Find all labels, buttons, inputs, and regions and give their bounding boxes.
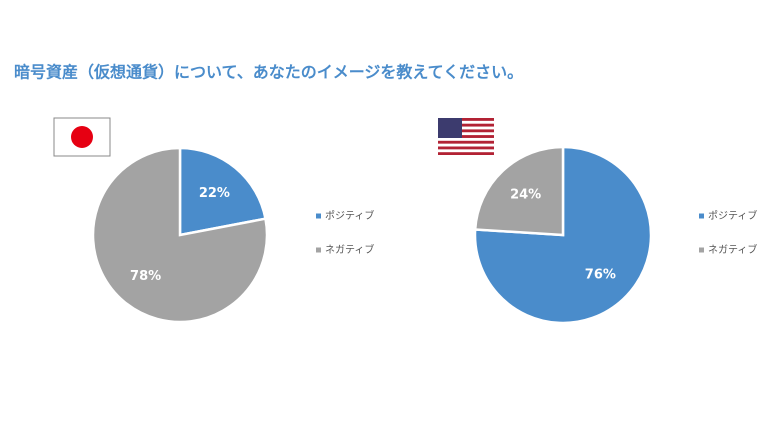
legend-label: ネガティブ: [708, 243, 757, 256]
legend-swatch: [699, 247, 704, 253]
legend-swatch: [699, 213, 704, 219]
pie-slice: [91, 146, 269, 324]
legend-swatch: [316, 213, 321, 219]
value-label: 22%: [199, 186, 230, 201]
value-label: 76%: [585, 267, 616, 282]
pie-slice: [473, 145, 565, 237]
us-flag: [438, 118, 494, 155]
value-label: 78%: [130, 269, 161, 284]
page-title: 暗号資産（仮想通貨）について、あなたのイメージを教えてください。: [14, 63, 523, 82]
japan-flag: [53, 117, 111, 157]
legend-label: ポジティブ: [708, 209, 757, 222]
legend-label: ポジティブ: [325, 209, 374, 222]
legend-swatch: [316, 247, 321, 253]
pie-slice: [178, 146, 267, 237]
value-label: 24%: [510, 188, 541, 203]
legend-label: ネガティブ: [325, 243, 374, 256]
